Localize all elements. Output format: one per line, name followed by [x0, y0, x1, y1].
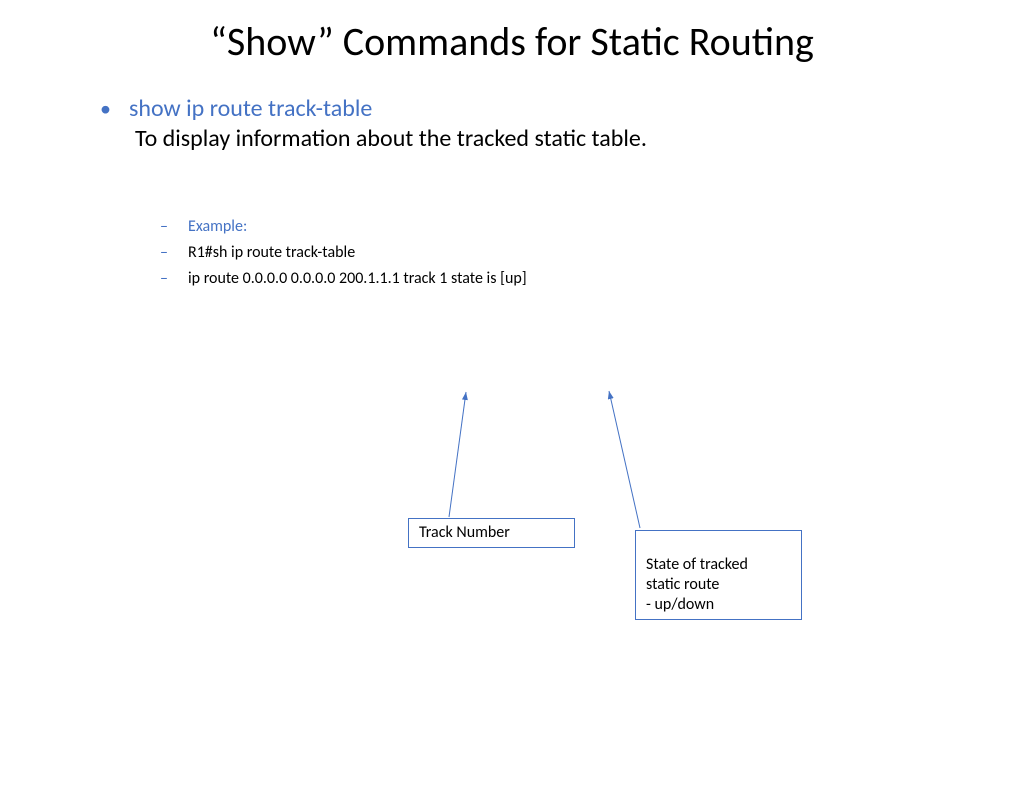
arrow-state	[609, 391, 640, 528]
callout-state: State of tracked static route - up/down	[635, 530, 802, 620]
dash-icon: –	[160, 242, 188, 264]
callout-track-number-text: Track Number	[419, 523, 510, 542]
dash-icon: –	[160, 268, 188, 290]
example-list: – Example: – R1#sh ip route track-table …	[160, 216, 1024, 290]
example-label: Example:	[188, 216, 247, 238]
dash-icon: –	[160, 216, 188, 238]
callout-state-text: State of tracked static route - up/down	[646, 555, 748, 614]
command-text: show ip route track-table	[129, 94, 372, 124]
bullet-dot-icon: •	[100, 94, 111, 124]
slide-title: “Show” Commands for Static Routing	[0, 18, 1024, 66]
example-line-1: R1#sh ip route track-table	[188, 242, 355, 264]
example-line-2: ip route 0.0.0.0 0.0.0.0 200.1.1.1 track…	[188, 268, 527, 290]
main-bullet: • show ip route track-table To display i…	[100, 94, 1024, 154]
callout-track-number: Track Number	[408, 518, 575, 548]
command-description: To display information about the tracked…	[135, 124, 1024, 154]
arrow-track-number	[449, 392, 466, 517]
